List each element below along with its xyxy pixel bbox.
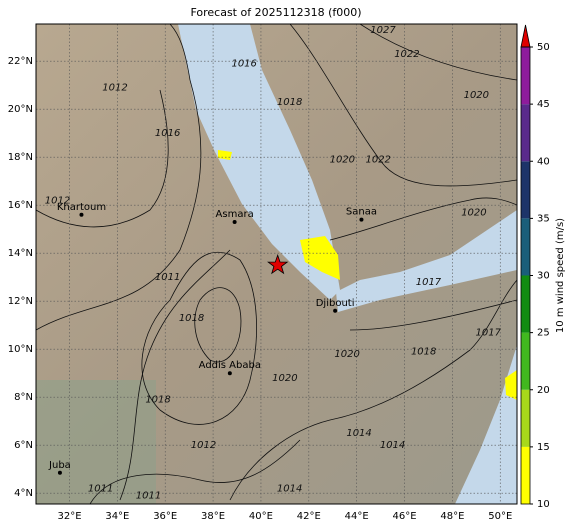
isobar-label: 1012: [102, 83, 127, 94]
city-dot: [227, 371, 232, 376]
lat-tick-label: 18°N: [8, 152, 33, 163]
colorbar-tick-label: 25: [537, 328, 550, 339]
isobar-label: 1018: [277, 97, 302, 108]
lon-tick-label: 32°E: [57, 511, 81, 522]
lon-tick-label: 36°E: [153, 511, 177, 522]
isobar-label: 1022: [365, 155, 390, 166]
isobar-label: 1018: [179, 313, 204, 324]
lat-tick-label: 14°N: [8, 248, 33, 259]
lat-tick-label: 10°N: [8, 344, 33, 355]
lat-tick-label: 8°N: [14, 392, 33, 403]
red-sea: [178, 24, 340, 300]
colorbar-tick-label: 50: [537, 42, 550, 53]
isobar-label: 1016: [231, 59, 256, 70]
lat-tick-label: 22°N: [8, 56, 33, 67]
city-dot: [333, 308, 338, 313]
city-dot: [79, 212, 84, 217]
map-frame: [35, 23, 518, 505]
location-star: [267, 253, 289, 275]
colorbar-tick-label: 45: [537, 99, 550, 110]
map-title: Forecast of 2025112318 (f000): [190, 6, 361, 19]
colorbar-segment: [521, 275, 530, 333]
isobar-label: 1011: [88, 483, 113, 494]
isobar-label: 1022: [394, 49, 419, 60]
wind-patch: [505, 370, 517, 400]
lon-tick-label: 48°E: [440, 511, 464, 522]
indian-ocean: [455, 345, 517, 504]
lon-tick-label: 34°E: [105, 511, 129, 522]
city-label: Juba: [48, 460, 71, 471]
lat-tick-label: 16°N: [8, 200, 33, 211]
map-overlay: 1012 1012 1016 1016 1018 1020 1022 1022 1027 1020…: [45, 25, 502, 502]
isobar-label: 1011: [155, 272, 180, 283]
isobar-label: 1020: [272, 373, 297, 384]
isobar-label: 1017: [476, 327, 502, 338]
colorbar-tick-label: 15: [537, 442, 550, 453]
colorbar-tick-label: 40: [537, 156, 550, 167]
colorbar-segment: [521, 161, 530, 219]
isobar-label: 1020: [330, 155, 355, 166]
colorbar-segment: [521, 47, 530, 105]
isobar-label: 1027: [370, 25, 396, 36]
colorbar-label: 10 m wind speed (m/s): [555, 218, 566, 333]
colorbar-segment: [521, 104, 530, 162]
colorbar-tick-label: 35: [537, 213, 550, 224]
isobar-label: 1011: [136, 491, 161, 502]
isobar-label: 1016: [155, 128, 180, 139]
isobar-label: 1012: [45, 195, 70, 206]
city-label: Asmara: [216, 209, 254, 220]
isobar-label: 1018: [411, 347, 436, 358]
lat-tick-label: 6°N: [14, 440, 33, 451]
colorbar-tick-label: 20: [537, 385, 550, 396]
city-label: Addis Ababa: [199, 360, 261, 371]
lon-tick-label: 50°E: [488, 511, 512, 522]
isobars: [36, 24, 517, 504]
isobar-label: 1014: [346, 428, 371, 439]
isobar-label: 1014: [380, 440, 405, 451]
city-label: Sanaa: [346, 207, 377, 218]
colorbar-extend: [520, 24, 531, 48]
lat-tick-label: 12°N: [8, 296, 33, 307]
lat-tick-label: 4°N: [14, 488, 33, 499]
colorbar-tick-label: 30: [537, 271, 550, 282]
map-axes: 32°E 34°E 36°E 38°E 40°E 42°E 44°E 46°E 48°E 50°E…: [8, 56, 512, 522]
colorbar: 10 15 20 25 30 35 40 45 50 10 m wind speed (m/s): [520, 24, 566, 510]
isobar-label: 1017: [416, 277, 442, 288]
graticule: [36, 24, 517, 504]
lon-tick-label: 44°E: [345, 511, 369, 522]
city-dot: [359, 217, 364, 222]
lat-tick-label: 20°N: [8, 104, 33, 115]
colorbar-segment: [521, 389, 530, 447]
colorbar-tick-label: 10: [537, 499, 550, 510]
wind-patch: [300, 236, 340, 280]
colorbar-segment: [521, 332, 530, 390]
lon-tick-label: 42°E: [297, 511, 321, 522]
gulf-of-aden: [336, 210, 517, 312]
colorbar-segment: [521, 218, 530, 276]
lon-tick-label: 38°E: [201, 511, 225, 522]
map-area: 1012 1012 1016 1016 1018 1020 1022 1022 1027 1020…: [36, 24, 517, 504]
city-dot: [232, 220, 237, 224]
city-dot: [57, 470, 62, 475]
city-label: Khartoum: [57, 202, 106, 213]
isobar-label: 1020: [334, 349, 359, 360]
colorbar-segment: [521, 446, 530, 504]
lon-tick-label: 46°E: [393, 511, 417, 522]
land-green: [36, 380, 156, 504]
isobar-label: 1020: [464, 90, 489, 101]
isobar-label: 1012: [191, 440, 216, 451]
isobar-label: 1020: [461, 207, 486, 218]
city-label: Djibouti: [316, 298, 355, 309]
lon-tick-label: 40°E: [249, 511, 273, 522]
isobar-label: 1018: [145, 395, 170, 406]
isobar-label: 1014: [277, 483, 302, 494]
